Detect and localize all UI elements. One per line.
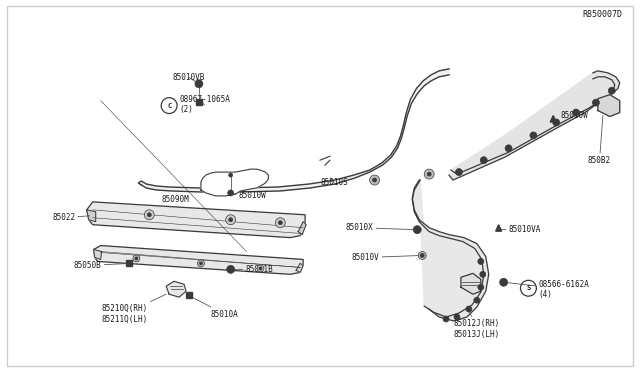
Polygon shape bbox=[201, 169, 268, 196]
Circle shape bbox=[480, 157, 487, 164]
Polygon shape bbox=[93, 250, 102, 259]
Circle shape bbox=[553, 119, 560, 126]
Circle shape bbox=[530, 132, 537, 139]
Text: 85010VB: 85010VB bbox=[173, 73, 205, 84]
Circle shape bbox=[135, 257, 138, 260]
Circle shape bbox=[419, 251, 426, 259]
Text: 85010A: 85010A bbox=[190, 296, 239, 318]
Text: R850007D: R850007D bbox=[583, 10, 623, 19]
Circle shape bbox=[259, 267, 262, 270]
Circle shape bbox=[370, 175, 380, 185]
Polygon shape bbox=[298, 222, 306, 235]
Text: 08967-1065A
(2): 08967-1065A (2) bbox=[179, 95, 230, 114]
Text: 85010V: 85010V bbox=[352, 253, 421, 262]
Circle shape bbox=[500, 278, 508, 286]
Polygon shape bbox=[412, 180, 489, 321]
Text: 08566-6162A
(4): 08566-6162A (4) bbox=[504, 279, 589, 299]
Text: 85010X: 85010X bbox=[346, 223, 416, 232]
Bar bbox=[127, 260, 132, 266]
Text: 85090M: 85090M bbox=[161, 195, 189, 208]
Polygon shape bbox=[550, 116, 556, 122]
Circle shape bbox=[505, 145, 512, 152]
Circle shape bbox=[424, 169, 434, 179]
Circle shape bbox=[420, 253, 424, 257]
Polygon shape bbox=[296, 263, 303, 272]
Circle shape bbox=[197, 260, 204, 267]
Circle shape bbox=[227, 265, 235, 273]
Text: 85210Q(RH)
85211Q(LH): 85210Q(RH) 85211Q(LH) bbox=[102, 294, 166, 324]
Circle shape bbox=[593, 99, 600, 106]
Circle shape bbox=[478, 259, 484, 264]
Text: 85011B: 85011B bbox=[232, 265, 273, 274]
Bar bbox=[196, 99, 202, 105]
Polygon shape bbox=[495, 225, 502, 231]
Text: C: C bbox=[167, 103, 172, 109]
Circle shape bbox=[228, 218, 233, 222]
Polygon shape bbox=[166, 281, 186, 297]
Text: 85010S: 85010S bbox=[320, 177, 348, 186]
Circle shape bbox=[609, 87, 615, 94]
Circle shape bbox=[195, 80, 203, 88]
Circle shape bbox=[372, 178, 376, 182]
Text: 85010W: 85010W bbox=[554, 111, 588, 121]
Polygon shape bbox=[138, 69, 449, 192]
Polygon shape bbox=[93, 246, 303, 274]
Circle shape bbox=[480, 271, 486, 277]
Circle shape bbox=[443, 316, 449, 322]
Circle shape bbox=[466, 306, 472, 312]
Text: 850B2: 850B2 bbox=[588, 116, 611, 165]
Text: 85012J(RH)
85013J(LH): 85012J(RH) 85013J(LH) bbox=[454, 306, 500, 339]
Text: S: S bbox=[526, 285, 531, 291]
Circle shape bbox=[456, 169, 463, 176]
Circle shape bbox=[413, 226, 421, 234]
Circle shape bbox=[200, 262, 202, 265]
Circle shape bbox=[145, 210, 154, 220]
Polygon shape bbox=[461, 273, 481, 294]
Circle shape bbox=[257, 265, 264, 272]
Circle shape bbox=[275, 218, 285, 228]
Circle shape bbox=[478, 284, 484, 290]
Circle shape bbox=[474, 297, 480, 303]
Text: 85010VA: 85010VA bbox=[500, 225, 541, 234]
Polygon shape bbox=[598, 95, 620, 116]
Text: 85022: 85022 bbox=[52, 213, 90, 222]
Circle shape bbox=[133, 255, 140, 262]
Bar bbox=[186, 292, 192, 298]
Circle shape bbox=[226, 215, 236, 225]
Circle shape bbox=[228, 190, 234, 196]
Circle shape bbox=[228, 173, 233, 177]
Polygon shape bbox=[87, 210, 96, 222]
Circle shape bbox=[454, 314, 460, 320]
Circle shape bbox=[427, 172, 431, 176]
Polygon shape bbox=[449, 71, 620, 180]
Text: 85010W: 85010W bbox=[232, 192, 266, 201]
Polygon shape bbox=[87, 202, 305, 238]
Circle shape bbox=[278, 221, 282, 225]
Circle shape bbox=[573, 109, 580, 116]
Text: 85050B: 85050B bbox=[74, 261, 131, 270]
Circle shape bbox=[147, 213, 151, 217]
